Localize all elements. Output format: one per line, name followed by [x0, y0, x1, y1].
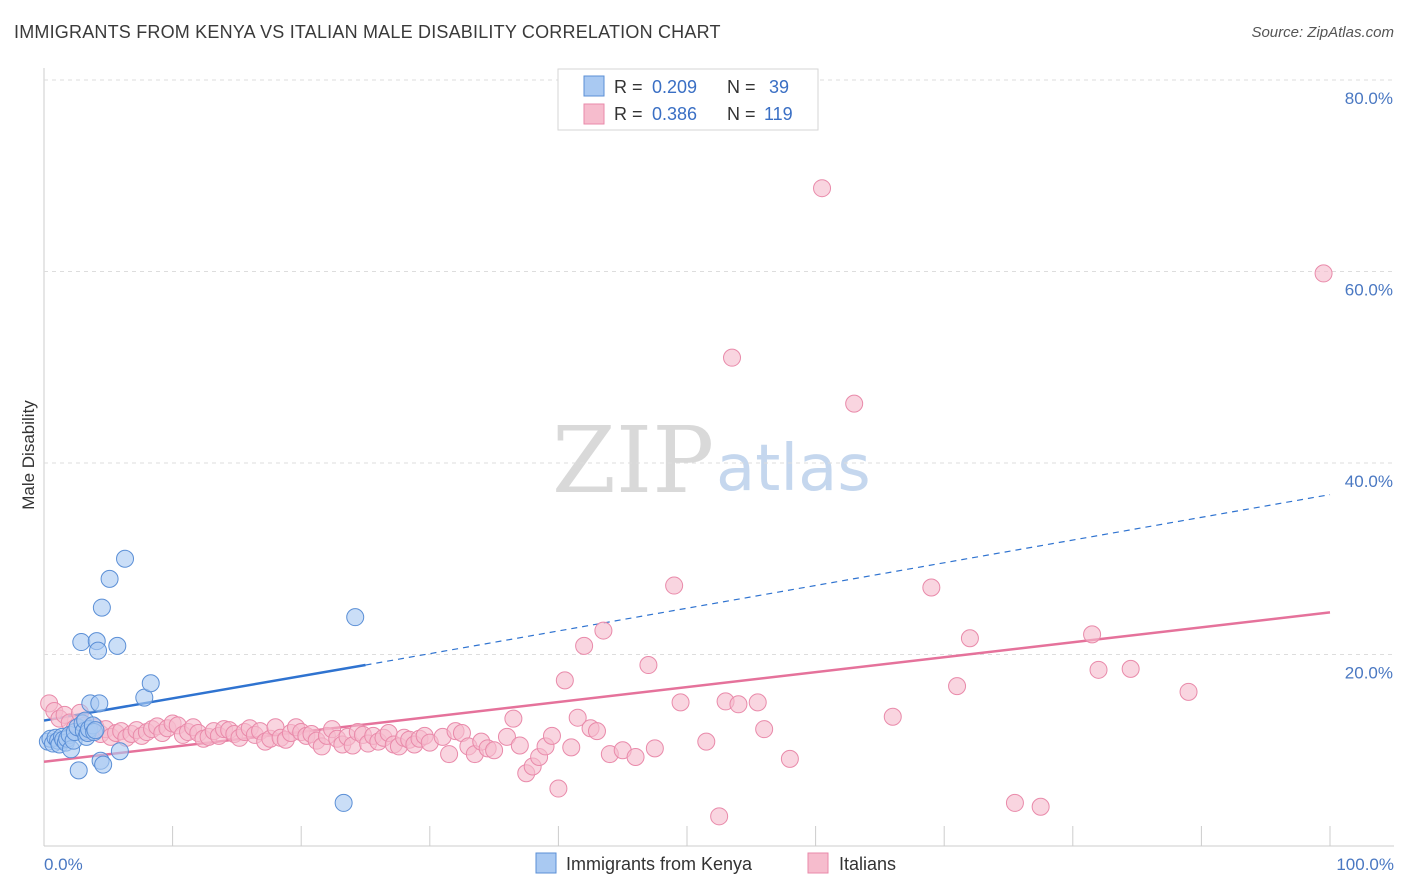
point-italians [440, 745, 459, 764]
point-italians [594, 621, 613, 640]
point-kenya [86, 721, 105, 740]
y-tick-label: 60.0% [1345, 281, 1393, 300]
point-kenya [89, 641, 108, 660]
bottom-legend: Immigrants from Kenya Italians [535, 852, 896, 874]
point-italians [497, 727, 516, 746]
point-italians [1121, 659, 1140, 678]
data-points [38, 179, 1333, 826]
point-italians [645, 739, 664, 758]
point-italians [1031, 797, 1050, 816]
point-italians [780, 749, 799, 768]
point-italians [948, 677, 967, 696]
legend-italians-r-label: R = [614, 104, 643, 124]
y-tick-label: 20.0% [1345, 664, 1393, 683]
point-kenya [92, 598, 111, 617]
bottom-legend-swatch-kenya [535, 852, 557, 874]
point-italians [845, 394, 864, 413]
point-kenya [72, 633, 91, 652]
point-italians [755, 720, 774, 739]
watermark-zip: ZIP [552, 407, 714, 514]
point-italians [549, 779, 568, 798]
legend-italians-n-label: N = [727, 104, 756, 124]
trend-lines [43, 494, 1331, 763]
point-italians [1083, 625, 1102, 644]
y-tick-label: 80.0% [1345, 89, 1393, 108]
point-italians [748, 693, 767, 712]
point-italians [729, 695, 748, 714]
y-tick-label: 40.0% [1345, 472, 1393, 491]
bottom-legend-kenya: Immigrants from Kenya [566, 854, 753, 874]
point-italians [626, 747, 645, 766]
trend-line-kenya [43, 663, 366, 722]
point-italians [723, 348, 742, 367]
point-italians [1314, 264, 1333, 283]
legend-swatch-kenya [583, 75, 605, 97]
point-kenya [334, 793, 353, 812]
point-italians [575, 636, 594, 655]
point-kenya [100, 569, 119, 588]
trend-line-kenya-extension [365, 494, 1331, 666]
point-italians [960, 629, 979, 648]
point-italians [1089, 660, 1108, 679]
chart-title: IMMIGRANTS FROM KENYA VS ITALIAN MALE DI… [14, 22, 721, 42]
x-tick-label-min: 0.0% [44, 855, 83, 874]
point-italians [1005, 793, 1024, 812]
point-italians [671, 693, 690, 712]
point-italians [697, 732, 716, 751]
point-italians [883, 707, 902, 726]
point-italians [510, 736, 529, 755]
watermark-atlas: atlas [716, 432, 871, 506]
y-axis-tick-labels: 20.0% 40.0% 60.0% 80.0% [1345, 89, 1393, 683]
legend-kenya-n-value: 39 [769, 77, 789, 97]
legend: R = 0.209 N = 39 R = 0.386 N = 119 [557, 68, 819, 131]
point-italians [922, 578, 941, 597]
point-kenya [141, 674, 160, 693]
point-kenya [69, 761, 88, 780]
source-label: Source: ZipAtlas.com [1251, 24, 1394, 41]
point-italians [555, 671, 574, 690]
point-italians [813, 179, 832, 198]
point-italians [504, 709, 523, 728]
point-italians [485, 741, 504, 760]
y-axis-label: Male Disability [19, 400, 38, 510]
point-kenya [94, 755, 113, 774]
point-italians [710, 807, 729, 826]
x-axis-ticks [172, 826, 1331, 846]
point-kenya [116, 549, 135, 568]
point-kenya [346, 608, 365, 627]
point-italians [1179, 682, 1198, 701]
legend-kenya-n-label: N = [727, 77, 756, 97]
point-italians [568, 708, 587, 727]
point-italians [665, 576, 684, 595]
point-kenya [110, 742, 129, 761]
bottom-legend-italians: Italians [839, 854, 896, 874]
legend-kenya-r-value: 0.209 [652, 77, 697, 97]
point-italians [562, 738, 581, 757]
point-kenya [90, 694, 109, 713]
point-kenya [108, 636, 127, 655]
point-italians [639, 656, 658, 675]
x-tick-label-max: 100.0% [1336, 855, 1394, 874]
legend-italians-r-value: 0.386 [652, 104, 697, 124]
bottom-legend-swatch-italians [807, 852, 829, 874]
gridlines [44, 79, 1394, 655]
legend-swatch-italians [583, 103, 605, 125]
legend-italians-n-value: 119 [764, 104, 793, 124]
point-italians [542, 726, 561, 745]
legend-kenya-r-label: R = [614, 77, 643, 97]
point-italians [587, 722, 606, 741]
